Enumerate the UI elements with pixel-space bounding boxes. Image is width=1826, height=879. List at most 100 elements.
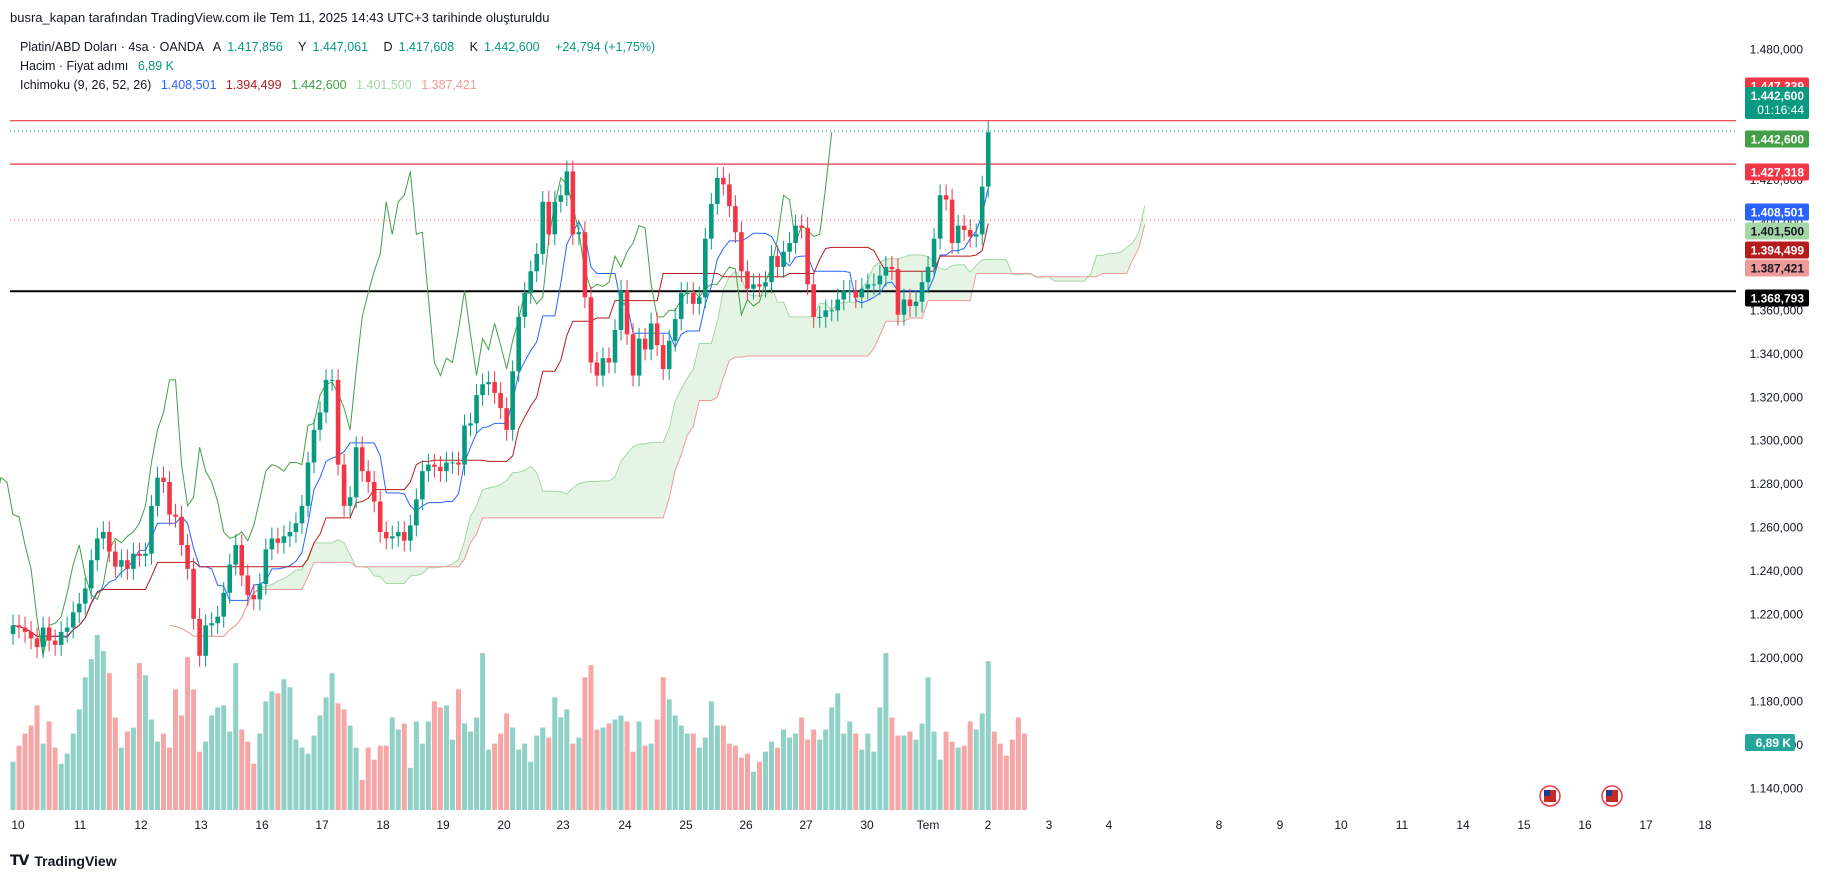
candle-body	[293, 523, 299, 532]
volume-bar	[323, 697, 329, 810]
volume-bar	[672, 715, 678, 810]
volume-label[interactable]: Hacim · Fiyat adımı	[20, 59, 129, 73]
candle-body	[636, 338, 642, 376]
price-tick-label: 1.300,000	[1750, 434, 1804, 448]
volume-bar	[257, 733, 263, 810]
time-tick-label: Tem	[917, 818, 940, 832]
volume-bar	[1009, 739, 1015, 810]
volume-bar	[973, 729, 979, 810]
price-tick-label: 1.180,000	[1750, 694, 1804, 708]
candle-body	[10, 625, 16, 635]
volume-bar	[648, 743, 654, 810]
volume-bar	[58, 763, 64, 810]
price-badge	[1745, 241, 1809, 259]
volume-bar	[913, 739, 919, 810]
candle-body	[468, 423, 473, 426]
candle-body	[58, 631, 64, 645]
candle-body	[504, 408, 509, 430]
candle-body	[227, 564, 233, 593]
candle-body	[88, 560, 94, 589]
candle-body	[173, 514, 178, 517]
time-tick-label: 27	[799, 818, 813, 832]
volume-bar	[931, 731, 937, 810]
volume-bar	[221, 705, 227, 810]
ichimoku-span-a-value: 1.401,500	[356, 78, 412, 92]
volume-bar	[756, 761, 762, 810]
volume-bar	[582, 677, 588, 810]
volume-bars	[10, 635, 1027, 810]
symbol-row[interactable]: Platin/ABD Doları · 4sa · OANDA A 1.417,8…	[20, 38, 661, 57]
candle-body	[359, 447, 365, 472]
volume-bar	[654, 719, 660, 810]
volume-bar	[871, 751, 877, 810]
volume-bar	[40, 743, 46, 810]
tradingview-logo[interactable]: 𝗧𝗩 TradingView	[10, 852, 117, 869]
ichimoku-label[interactable]: Ichimoku (9, 26, 52, 26)	[20, 78, 152, 92]
volume-bar	[401, 723, 407, 810]
candle-body	[269, 538, 275, 550]
volume-bar	[167, 747, 173, 810]
candle-body	[498, 392, 503, 409]
volume-row[interactable]: Hacim · Fiyat adımı 6,89 K	[20, 57, 661, 76]
candle-body	[847, 290, 853, 292]
volume-bar	[576, 737, 582, 810]
price-badge-label: 1.408,501	[1751, 206, 1805, 220]
candle-body	[522, 293, 527, 317]
volume-bar	[1003, 755, 1009, 810]
volume-bar	[600, 727, 606, 810]
volume-bar	[359, 779, 365, 810]
volume-bar	[618, 715, 624, 810]
volume-bar	[311, 735, 317, 810]
volume-bar	[437, 707, 443, 810]
candle-body	[552, 201, 558, 235]
candle-body	[28, 631, 34, 639]
time-tick-label: 25	[679, 818, 693, 832]
us-flag-icon	[1601, 785, 1623, 807]
candle-body	[528, 271, 534, 294]
ichimoku-tenkan-value: 1.408,501	[160, 78, 217, 92]
volume-bar	[823, 729, 829, 810]
price-badge-label: 1.401,500	[1751, 225, 1805, 239]
ichimoku-row[interactable]: Ichimoku (9, 26, 52, 26) 1.408,501 1.394…	[20, 76, 661, 95]
candle-body	[287, 531, 293, 537]
candle-body	[76, 603, 82, 613]
time-tick-label: 17	[1639, 818, 1653, 832]
time-tick-label: 23	[556, 818, 570, 832]
volume-bar	[245, 741, 251, 810]
candle-body	[82, 588, 88, 604]
candle-body	[823, 310, 828, 317]
volume-bar	[82, 677, 88, 810]
volume-bar	[239, 729, 245, 810]
volume-bar	[455, 689, 461, 810]
price-tick-label: 1.140,000	[1750, 781, 1804, 795]
candle-body	[787, 243, 792, 252]
volume-bar	[275, 693, 281, 810]
volume-bar	[112, 717, 118, 810]
time-tick-label: 11	[1396, 818, 1409, 832]
time-tick-label: 4	[1106, 818, 1113, 832]
volume-bar	[251, 763, 257, 810]
candle-body	[799, 225, 804, 228]
volume-bar	[136, 663, 142, 810]
time-tick-label: 16	[1578, 818, 1592, 832]
volume-bar	[263, 701, 269, 810]
volume-bar	[684, 733, 690, 810]
flag-canton	[1606, 790, 1612, 796]
volume-bar	[666, 699, 672, 810]
candles	[10, 121, 991, 667]
volume-bar	[10, 761, 16, 810]
candle-body	[654, 323, 660, 346]
candle-body	[353, 447, 359, 498]
volume-bar	[209, 715, 215, 810]
ohlc-open: A 1.417,856	[212, 40, 283, 54]
volume-bar	[106, 673, 112, 810]
symbol-label[interactable]: Platin/ABD Doları · 4sa · OANDA	[20, 40, 205, 54]
volume-bar	[299, 747, 305, 810]
candle-body	[630, 334, 636, 376]
time-tick-label: 9	[1277, 818, 1284, 832]
candle-body	[817, 316, 822, 318]
candle-body	[871, 284, 877, 286]
candle-body	[925, 266, 931, 283]
volume-bar	[16, 745, 22, 810]
